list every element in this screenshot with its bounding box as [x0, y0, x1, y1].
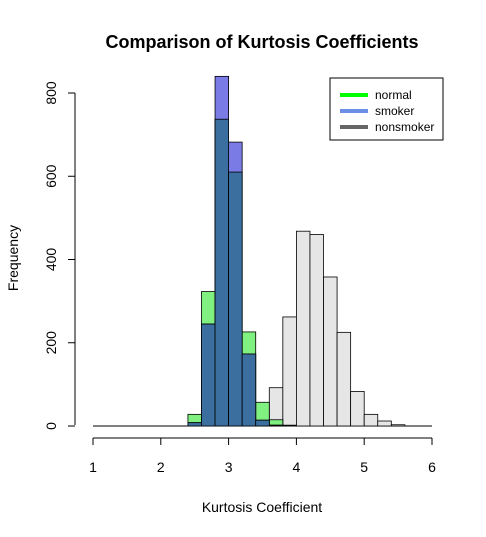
x-axis-ticks: 1 2 3 4 5 6	[89, 438, 436, 475]
bar-normal	[283, 425, 297, 426]
bar-nonsmoker	[337, 332, 351, 426]
bar-overlap	[215, 119, 229, 426]
bar-overlap	[256, 420, 270, 426]
bar-overlap	[269, 425, 283, 426]
y-tick-label: 800	[43, 81, 59, 105]
bar-overlap	[201, 324, 215, 426]
bar-nonsmoker	[296, 231, 310, 426]
legend: normal smoker nonsmoker	[330, 78, 443, 140]
legend-label-nonsmoker: nonsmoker	[375, 120, 434, 134]
bar-nonsmoker	[364, 414, 378, 426]
legend-label-smoker: smoker	[375, 104, 414, 118]
bar-nonsmoker	[310, 235, 324, 426]
x-tick-label: 3	[225, 459, 233, 475]
x-tick-label: 2	[157, 459, 165, 475]
x-tick-label: 6	[428, 459, 436, 475]
bar-overlap	[242, 354, 256, 426]
y-axis-label: Frequency	[5, 225, 21, 291]
bar-nonsmoker	[283, 317, 297, 426]
x-axis-label: Kurtosis Coefficient	[202, 499, 322, 515]
bar-nonsmoker	[324, 277, 338, 426]
y-tick-label: 0	[43, 422, 59, 430]
x-tick-label: 4	[293, 459, 301, 475]
x-tick-label: 1	[89, 459, 97, 475]
bar-overlap	[188, 423, 202, 426]
chart-title: Comparison of Kurtosis Coefficients	[105, 32, 418, 52]
bar-nonsmoker	[351, 391, 365, 426]
bar-nonsmoker	[378, 421, 392, 426]
bar-overlap	[229, 172, 243, 426]
y-axis-ticks: 0 200 400 600 800	[43, 81, 75, 430]
y-tick-label: 600	[43, 164, 59, 188]
bar-nonsmoker	[391, 425, 405, 426]
legend-label-normal: normal	[375, 88, 412, 102]
y-tick-label: 200	[43, 331, 59, 355]
y-tick-label: 400	[43, 248, 59, 272]
x-tick-label: 5	[360, 459, 368, 475]
